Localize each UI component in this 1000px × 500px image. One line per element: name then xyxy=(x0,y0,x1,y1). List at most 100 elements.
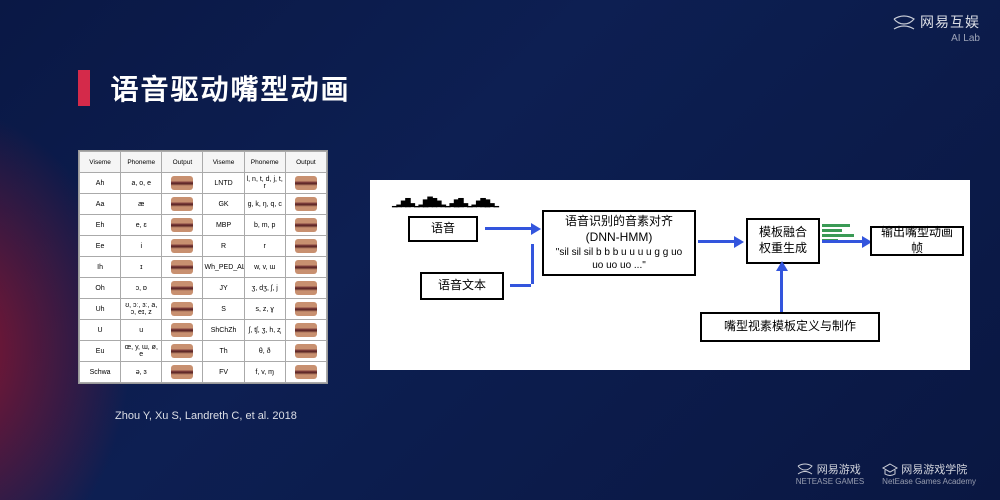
table-cell xyxy=(285,194,326,215)
mouth-icon xyxy=(171,239,193,253)
table-cell: θ, ð xyxy=(244,341,285,362)
footer-label: 网易游戏学院 xyxy=(901,464,967,476)
flow-node-text: 语音文本 xyxy=(420,272,504,300)
footer-label: 网易游戏 xyxy=(817,464,861,476)
table-cell: LNTD xyxy=(203,173,244,194)
table-cell xyxy=(162,257,203,278)
table-cell: Th xyxy=(203,341,244,362)
flow-node-output: 输出嘴型动画帧 xyxy=(870,226,964,256)
flow-node-label: 语音识别的音素对齐 xyxy=(565,214,673,230)
table-cell: Oh xyxy=(80,278,121,299)
table-cell xyxy=(162,173,203,194)
flow-node-fusion: 模板融合 权重生成 xyxy=(746,218,820,264)
brand-name: 网易互娱 xyxy=(920,14,980,30)
table-cell: s, z, ɣ xyxy=(244,299,285,320)
table-cell: ɔ, ɒ xyxy=(121,278,162,299)
mouth-icon xyxy=(295,323,317,337)
table-header: Viseme xyxy=(80,152,121,173)
flow-node-sublabel: "sil sil sil b b b u u u u g g uo uo uo … xyxy=(550,246,688,272)
table-row: Ehe, ɛ MBPb, m, p xyxy=(80,215,327,236)
mouth-icon xyxy=(171,281,193,295)
mouth-icon xyxy=(171,323,193,337)
table-cell xyxy=(162,278,203,299)
flow-node-label: 权重生成 xyxy=(759,241,807,257)
mouth-icon xyxy=(295,302,317,316)
table-cell: ʃ, tʃ, ʒ, h, ʐ xyxy=(244,320,285,341)
table-cell: f, v, ɱ xyxy=(244,362,285,383)
table-cell: ʊ, ɔː, ɜː, a, ɔ, eɪ, z xyxy=(121,299,162,320)
table-cell xyxy=(285,320,326,341)
table-cell: ʒ, dʒ, ʃ, j xyxy=(244,278,285,299)
table-cell xyxy=(162,362,203,383)
table-row: Uu ShChZhʃ, tʃ, ʒ, h, ʐ xyxy=(80,320,327,341)
table-cell xyxy=(285,215,326,236)
table-cell: u xyxy=(121,320,162,341)
mouth-icon xyxy=(171,365,193,379)
mouth-icon xyxy=(171,302,193,316)
mouth-icon xyxy=(295,176,317,190)
mouth-icon xyxy=(295,218,317,232)
table-cell: Schwa xyxy=(80,362,121,383)
flow-node-label: (DNN-HMM) xyxy=(586,230,653,246)
brand-logo-top: 网易互娱 AI Lab xyxy=(891,12,980,44)
table-cell: i xyxy=(121,236,162,257)
table-row: IhɪWh_PED_ALw, v, ɯ xyxy=(80,257,327,278)
table-row: Uhʊ, ɔː, ɜː, a, ɔ, eɪ, z Ss, z, ɣ xyxy=(80,299,327,320)
table-header: Output xyxy=(285,152,326,173)
table-cell: Eu xyxy=(80,341,121,362)
mouth-icon xyxy=(295,365,317,379)
table-row: EeiRr xyxy=(80,236,327,257)
table-cell xyxy=(162,236,203,257)
footer-logo-academy: 网易游戏学院 NetEase Games Academy xyxy=(882,461,976,486)
table-cell: œ, y, ɯ, ø, e xyxy=(121,341,162,362)
mouth-icon xyxy=(171,260,193,274)
flow-node-label: 输出嘴型动画帧 xyxy=(878,225,956,256)
table-cell: Ee xyxy=(80,236,121,257)
footer-sublabel: NetEase Games Academy xyxy=(882,477,976,486)
table-cell xyxy=(285,341,326,362)
table-cell: U xyxy=(80,320,121,341)
table-header: Output xyxy=(162,152,203,173)
table-cell: e, ɛ xyxy=(121,215,162,236)
brand-sub: AI Lab xyxy=(891,33,980,44)
table-cell: l, n, t, d, j, t, r xyxy=(244,173,285,194)
table-cell: S xyxy=(203,299,244,320)
table-row: Ohɔ, ɒJYʒ, dʒ, ʃ, j xyxy=(80,278,327,299)
table-cell xyxy=(162,320,203,341)
flow-diagram: ▁▂▅▇▃▁▂▆█▇▅▂▁▃▆▇▃▁▂▅▇▆▃▁ 语音 语音文本 语音识别的音素… xyxy=(370,180,970,370)
table-row: AaæGKg, k, ŋ, q, c xyxy=(80,194,327,215)
mouth-icon xyxy=(171,218,193,232)
flow-node-audio: 语音 xyxy=(408,216,478,242)
waveform-icon: ▁▂▅▇▃▁▂▆█▇▅▂▁▃▆▇▃▁▂▅▇▆▃▁ xyxy=(392,198,498,208)
slide-title-wrap: 语音驱动嘴型动画 xyxy=(78,68,350,108)
flow-node-template: 嘴型视素模板定义与制作 xyxy=(700,312,880,342)
table-cell: Aa xyxy=(80,194,121,215)
table-cell xyxy=(285,362,326,383)
mouth-icon xyxy=(295,239,317,253)
table-cell: FV xyxy=(203,362,244,383)
mouth-icon xyxy=(171,197,193,211)
mouth-icon xyxy=(295,260,317,274)
table-cell: æ xyxy=(121,194,162,215)
table-cell: Uh xyxy=(80,299,121,320)
flow-node-label: 嘴型视素模板定义与制作 xyxy=(724,319,856,335)
table-cell: ShChZh xyxy=(203,320,244,341)
table-cell xyxy=(285,236,326,257)
table-cell: GK xyxy=(203,194,244,215)
flow-node-align: 语音识别的音素对齐 (DNN-HMM) "sil sil sil b b b u… xyxy=(542,210,696,276)
table-header: Viseme xyxy=(203,152,244,173)
table-cell xyxy=(162,215,203,236)
footer-logos: 网易游戏 NETEASE GAMES 网易游戏学院 NetEase Games … xyxy=(796,461,976,486)
table-cell: ə, ɜ xyxy=(121,362,162,383)
table-cell: r xyxy=(244,236,285,257)
table-cell: b, m, p xyxy=(244,215,285,236)
table-cell: Ah xyxy=(80,173,121,194)
table-cell: Eh xyxy=(80,215,121,236)
slide-title: 语音驱动嘴型动画 xyxy=(110,68,350,108)
footer-logo-netease-games: 网易游戏 NETEASE GAMES xyxy=(796,461,864,486)
table-header: Phoneme xyxy=(244,152,285,173)
flow-node-label: 语音文本 xyxy=(438,278,486,294)
mouth-icon xyxy=(295,197,317,211)
table-cell: MBP xyxy=(203,215,244,236)
mouth-icon xyxy=(295,344,317,358)
